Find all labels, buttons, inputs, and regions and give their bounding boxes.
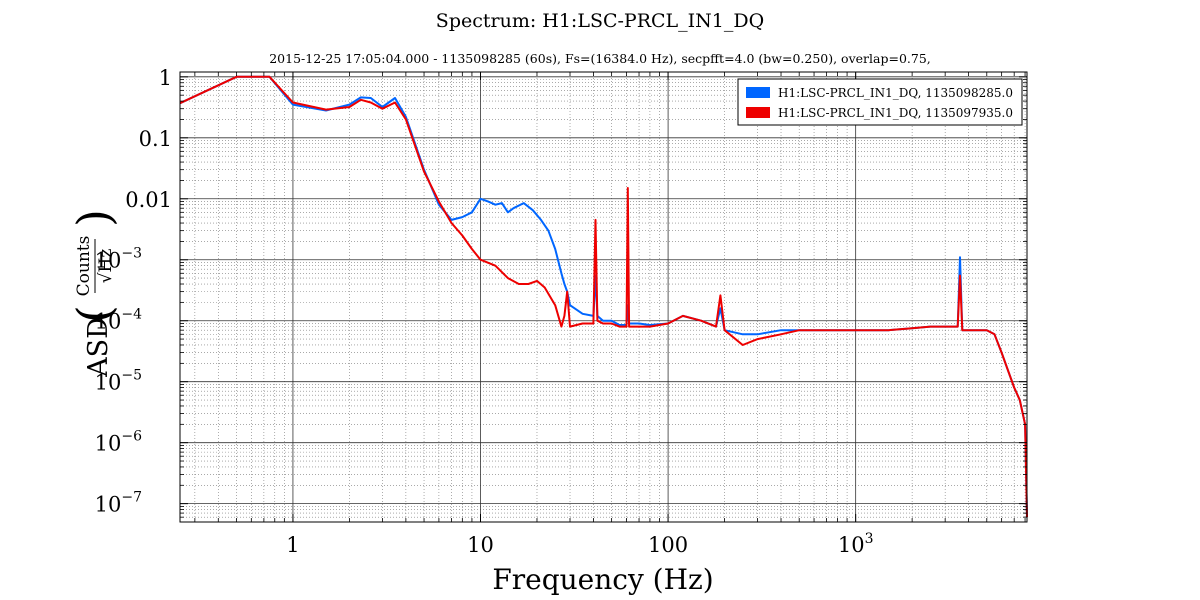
y-tick-exponent: −5	[121, 368, 142, 384]
chart-subtitle: 2015-12-25 17:05:04.000 - 1135098285 (60…	[269, 51, 931, 66]
legend-swatch-1	[746, 87, 770, 98]
y-tick-exponent: −3	[121, 246, 142, 262]
plot-frame	[179, 71, 1028, 523]
y-axis-label: ASD ( Counts √Hz )	[67, 209, 121, 378]
y-tick-label: 10−7	[95, 490, 142, 517]
y-axis-label-prefix: ASD	[83, 317, 114, 378]
y-tick-label: 0.1	[139, 127, 172, 151]
y-axis-paren-close: )	[67, 209, 121, 227]
y-tick-label: 10−5	[95, 368, 142, 395]
x-tick-label: 10	[467, 533, 494, 557]
grid-layer	[180, 72, 1027, 522]
y-tick-exponent: −6	[121, 429, 142, 445]
series-line-1	[179, 75, 1028, 518]
x-axis-label: Frequency (Hz)	[492, 563, 713, 596]
legend-label-1: H1:LSC-PRCL_IN1_DQ, 1135098285.0	[778, 86, 1013, 100]
y-axis-label-numerator: Counts	[74, 236, 94, 297]
x-tick-label: 1	[286, 533, 299, 557]
legend-swatch-2	[746, 107, 770, 118]
y-tick-label: 0.01	[125, 188, 172, 212]
y-axis-paren-open: (	[67, 305, 121, 323]
x-tick-label: 103	[838, 531, 874, 557]
series-line-2	[179, 75, 1028, 518]
y-axis-label-denominator: √Hz	[96, 249, 116, 284]
y-tick-exponent: −4	[121, 307, 142, 323]
y-tick-exponent: −7	[121, 490, 142, 506]
legend: H1:LSC-PRCL_IN1_DQ, 1135098285.0 H1:LSC-P…	[737, 78, 1023, 126]
tick-layer	[180, 72, 1027, 522]
y-tick-label: 10−6	[95, 429, 142, 456]
y-tick-label: 1	[159, 66, 172, 90]
x-tick-label: 100	[648, 533, 688, 557]
series-layer	[179, 75, 1028, 518]
chart-title: Spectrum: H1:LSC-PRCL_IN1_DQ	[436, 10, 764, 32]
legend-box	[737, 78, 1023, 126]
x-tick-exponent: 3	[865, 531, 874, 547]
legend-label-2: H1:LSC-PRCL_IN1_DQ, 1135097935.0	[778, 106, 1013, 120]
